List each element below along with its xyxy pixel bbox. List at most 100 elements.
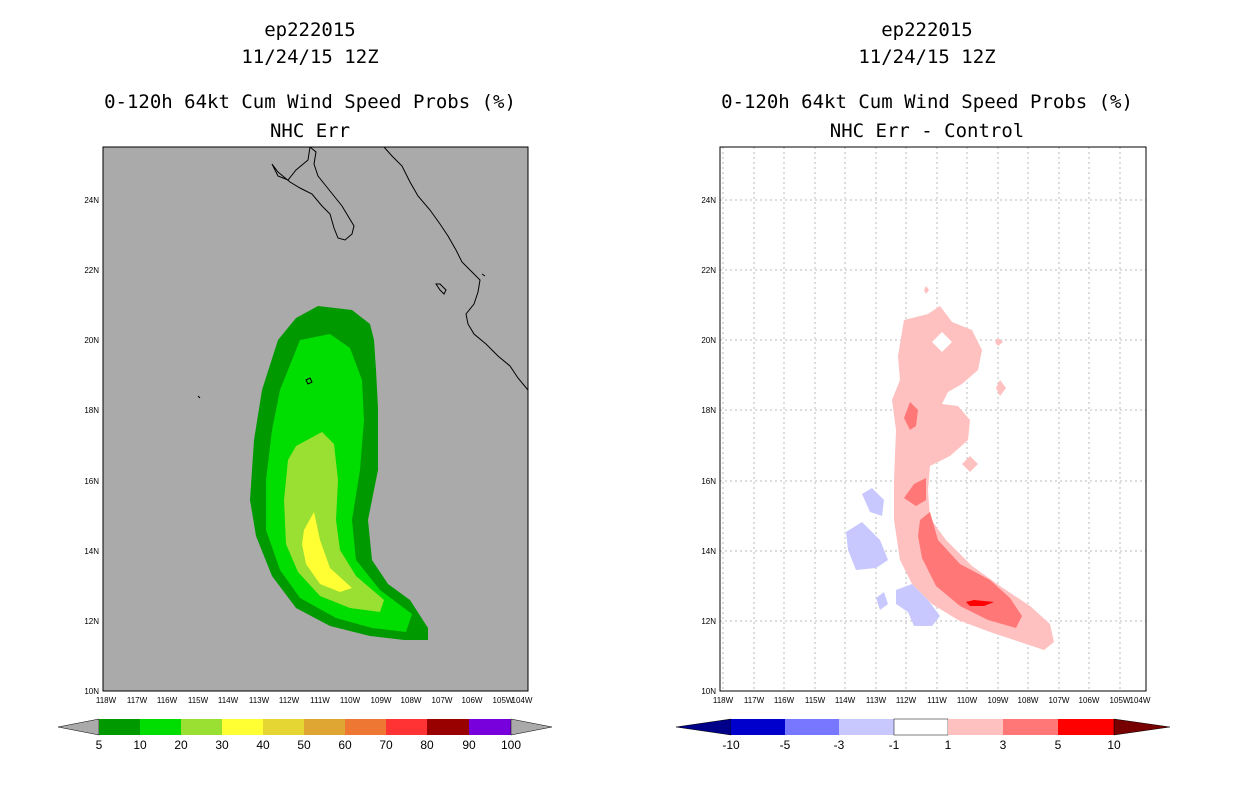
right-colorbar-label: -5: [780, 738, 791, 752]
right-lon-label: 112W: [896, 696, 917, 705]
left-colorbar-swatch: [469, 719, 511, 735]
left-colorbar-swatch: [345, 719, 386, 735]
left-lon-label: 109W: [371, 696, 392, 705]
right-contour-neg-a: [862, 488, 884, 516]
left-colorbar-swatch: [181, 719, 222, 735]
right-lon-label: 106W: [1079, 696, 1100, 705]
right-colorbar-label: 5: [1055, 738, 1062, 752]
left-subtitle: NHC Err: [269, 120, 351, 142]
left-storm-id: ep222015: [264, 19, 356, 41]
left-lat-label: 12N: [84, 617, 99, 626]
left-lon-label: 107W: [432, 696, 453, 705]
right-contour-small-4: [924, 286, 929, 294]
right-lon-label: 116W: [774, 696, 795, 705]
left-lon-label: 117W: [127, 696, 148, 705]
right-colorbar-label: 1: [945, 738, 952, 752]
right-lat-label: 20N: [701, 336, 716, 345]
right-contour-3to5-a: [904, 402, 918, 430]
left-lon-label: 111W: [310, 696, 330, 705]
right-contour-3to5-b: [904, 478, 926, 506]
left-colorbar-label: 20: [174, 738, 188, 752]
left-colorbar-swatch: [427, 719, 469, 735]
left-lon-label: 116W: [157, 696, 178, 705]
right-contour-neg-c: [876, 592, 888, 610]
right-lat-label: 18N: [701, 406, 716, 415]
left-colorbar-swatch: [263, 719, 304, 735]
left-colorbar-label: 10: [133, 738, 147, 752]
right-colorbar: -10 -5 -3 -1 1 3 5 10: [675, 718, 1171, 752]
left-lon-label: 114W: [218, 696, 239, 705]
right-lat-label: 10N: [701, 687, 716, 696]
right-colorbar-swatch: [785, 719, 839, 735]
left-lat-label: 16N: [84, 477, 99, 486]
right-colorbar-swatch: [948, 719, 1003, 735]
left-map: 10N 12N 14N 16N 18N 20N 22N 24N 118W 117…: [84, 146, 533, 705]
left-lat-label: 14N: [84, 547, 99, 556]
left-lat-ticks: 10N 12N 14N 16N 18N 20N 22N 24N: [84, 196, 99, 696]
right-storm-id: ep222015: [881, 19, 973, 41]
right-colorbar-swatch: [731, 719, 785, 735]
left-colorbar-swatch: [386, 719, 427, 735]
right-lon-label: 115W: [805, 696, 826, 705]
left-colorbar-label: 70: [379, 738, 393, 752]
right-contour-diamond-1: [932, 332, 952, 352]
right-lat-label: 22N: [701, 266, 716, 275]
right-contour-5to10: [966, 600, 994, 606]
left-colorbar-label: 40: [256, 738, 270, 752]
left-lat-label: 20N: [84, 336, 99, 345]
left-colorbar: 5 10 20 30 40 50 60 70 80 90 100: [57, 718, 553, 752]
right-subtitle: NHC Err - Control: [829, 120, 1025, 142]
right-lon-label: 105W: [1110, 696, 1131, 705]
left-lon-label: 104W: [512, 696, 533, 705]
right-colorbar-label: 3: [1000, 738, 1007, 752]
right-colorbar-under-arrow: [675, 718, 732, 736]
left-lon-label: 118W: [96, 696, 117, 705]
left-contour-30: [302, 512, 352, 592]
left-colorbar-over-arrow: [510, 718, 553, 736]
left-colorbar-under-arrow: [57, 718, 100, 736]
right-lat-label: 14N: [701, 547, 716, 556]
left-colorbar-label: 50: [297, 738, 311, 752]
left-lat-label: 22N: [84, 266, 99, 275]
right-map: 10N 12N 14N 16N 18N 20N 22N 24N 118W 117…: [701, 146, 1151, 705]
right-lon-ticks: 118W 117W 116W 115W 114W 113W 112W 111W …: [713, 696, 1151, 705]
right-colorbar-label: 10: [1107, 738, 1121, 752]
right-colorbar-label: -1: [889, 738, 900, 752]
right-contour-small-1: [962, 456, 978, 472]
right-colorbar-swatch: [1058, 719, 1114, 735]
left-lon-ticks: 118W 117W 116W 115W 114W 113W 112W 111W …: [96, 696, 533, 705]
right-colorbar-swatch: [893, 718, 949, 736]
right-lat-label: 16N: [701, 477, 716, 486]
left-colorbar-swatch: [140, 719, 181, 735]
right-colorbar-over-arrow: [1113, 718, 1171, 736]
right-product-title: 0-120h 64kt Cum Wind Speed Probs (%): [721, 91, 1133, 113]
right-lon-label: 118W: [713, 696, 734, 705]
right-lon-label: 108W: [1018, 696, 1039, 705]
right-colorbar-label: -3: [834, 738, 845, 752]
right-contour-small-2: [996, 380, 1006, 396]
left-colorbar-label: 30: [215, 738, 229, 752]
right-contour-neg-b: [846, 522, 888, 570]
left-lon-label: 110W: [340, 696, 361, 705]
right-lon-label: 104W: [1130, 696, 1151, 705]
right-colorbar-swatch: [839, 719, 894, 735]
left-colorbar-swatch: [99, 719, 140, 735]
right-lon-label: 107W: [1049, 696, 1070, 705]
right-lon-label: 110W: [957, 696, 978, 705]
left-lon-label: 106W: [462, 696, 483, 705]
left-lon-label: 112W: [279, 696, 300, 705]
left-colorbar-label: 90: [462, 738, 476, 752]
left-lon-label: 115W: [188, 696, 209, 705]
right-contour-3to5-c: [918, 512, 1022, 628]
left-lat-label: 18N: [84, 406, 99, 415]
left-lat-label: 24N: [84, 196, 99, 205]
left-colorbar-swatch: [304, 719, 345, 735]
right-datetime: 11/24/15 12Z: [858, 46, 996, 68]
right-gridlines: [720, 147, 1146, 691]
right-lon-label: 109W: [988, 696, 1009, 705]
left-colorbar-label: 60: [338, 738, 352, 752]
left-product-title: 0-120h 64kt Cum Wind Speed Probs (%): [104, 91, 516, 113]
right-lon-label: 113W: [866, 696, 887, 705]
left-colorbar-label: 5: [96, 738, 103, 752]
